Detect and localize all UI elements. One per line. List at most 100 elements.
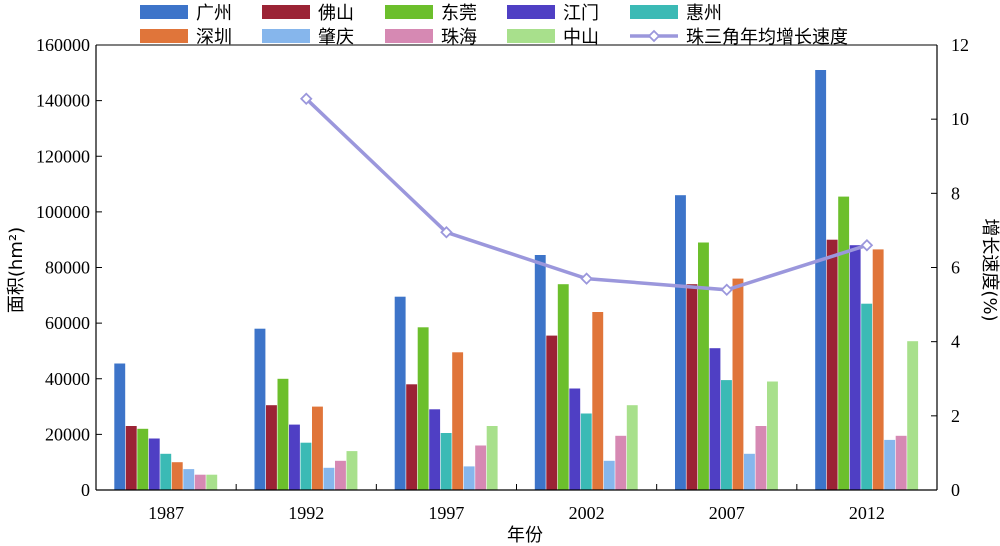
bar-惠州-1987: [160, 453, 172, 490]
bar-中山-1987: [206, 474, 218, 490]
legend-swatch-惠州: [630, 5, 678, 19]
legend-swatch-深圳: [140, 29, 188, 43]
bar-广州-2002: [534, 255, 546, 490]
bar-东莞-2002: [557, 284, 569, 490]
legend-swatch-中山: [507, 29, 555, 43]
bar-江门-2002: [569, 388, 581, 490]
y-tick-label: 20000: [45, 424, 90, 444]
bar-深圳-2007: [732, 278, 744, 490]
axes: [95, 44, 938, 491]
y2-axis-title: 增长速度(%): [979, 218, 1000, 321]
bar-江门-1992: [289, 424, 300, 490]
ticks: 0 20000 40000 60000 80000 100000 120000 140000 1…: [36, 35, 969, 523]
y-tick-label: 120000: [36, 146, 90, 166]
legend-label-惠州: 惠州: [686, 3, 722, 24]
y-tick-label: 100000: [36, 202, 90, 222]
bar-惠州-2012: [861, 303, 873, 490]
bar-东莞-2012: [838, 196, 850, 490]
bar-江门-1987: [148, 438, 160, 490]
bar-深圳-2002: [592, 312, 604, 490]
bar-肇庆-1992: [323, 467, 335, 491]
bar-佛山-2002: [546, 335, 558, 490]
y-tick-label: 40000: [45, 369, 90, 389]
y-tick-label: 80000: [45, 258, 90, 278]
bar-深圳-1987: [171, 462, 183, 490]
bar-中山-1992: [346, 451, 358, 490]
x-tick-label: 1987: [148, 503, 184, 523]
bar-东莞-1997: [417, 327, 429, 490]
growth-point-1992: [299, 92, 313, 106]
legend-label-佛山: 佛山: [318, 3, 354, 24]
bars: [114, 70, 919, 491]
bar-惠州-1992: [300, 442, 312, 490]
bar-中山-2002: [626, 405, 638, 490]
bar-佛山-1987: [125, 426, 137, 490]
bar-广州-1992: [254, 328, 266, 490]
bar-东莞-2007: [698, 242, 709, 490]
bar-珠海-2007: [755, 426, 767, 490]
bar-中山-1997: [486, 426, 498, 490]
y-tick-label: 140000: [36, 91, 90, 111]
x-tick-label: 1992: [288, 503, 324, 523]
x-tick-label: 2012: [849, 503, 885, 523]
bar-肇庆-2012: [884, 439, 896, 490]
y2-tick-label: 8: [951, 183, 960, 203]
legend-swatch-广州: [140, 5, 188, 19]
bar-中山-2012: [907, 341, 919, 490]
growth-line: [299, 92, 874, 297]
x-tick-label: 1997: [428, 503, 464, 523]
bar-肇庆-1987: [183, 469, 195, 490]
bar-东莞-1987: [137, 428, 149, 490]
bar-佛山-1992: [266, 405, 277, 490]
bar-珠海-1997: [475, 445, 487, 490]
legend-swatch-江门: [507, 5, 555, 19]
bar-珠海-1987: [194, 474, 206, 490]
bar-肇庆-1997: [463, 466, 475, 490]
bar-佛山-2007: [686, 284, 698, 490]
legend-label-深圳: 深圳: [196, 27, 232, 48]
legend-label-中山: 中山: [563, 27, 599, 48]
x-tick-label: 2002: [569, 503, 605, 523]
legend-label-广州: 广州: [196, 3, 232, 24]
bar-江门-1997: [429, 409, 441, 490]
bar-佛山-2012: [826, 239, 838, 490]
bar-珠海-1992: [335, 460, 346, 490]
bar-惠州-2007: [721, 380, 732, 490]
bar-东莞-1992: [277, 378, 289, 491]
bar-深圳-1992: [312, 406, 323, 490]
bar-深圳-2012: [872, 249, 884, 490]
legend-label-珠三角年均增长速度: 珠三角年均增长速度: [686, 27, 848, 48]
growth-point-2007: [720, 283, 734, 297]
bar-惠州-1997: [440, 433, 452, 490]
legend-label-江门: 江门: [563, 3, 599, 24]
bar-广州-2007: [675, 195, 686, 490]
legend-swatch-佛山: [262, 5, 310, 19]
bar-江门-2012: [849, 245, 861, 490]
x-axis-title: 年份: [507, 525, 543, 546]
bar-珠海-2002: [615, 435, 627, 490]
y2-tick-label: 2: [951, 406, 960, 426]
growth-line-path: [305, 97, 868, 292]
bar-珠海-2012: [895, 435, 907, 490]
legend-label-东莞: 东莞: [441, 3, 477, 24]
bar-深圳-1997: [452, 352, 464, 490]
bar-广州-1987: [114, 363, 126, 490]
legend-swatch-东莞: [385, 5, 433, 19]
legend-swatch-肇庆: [262, 29, 310, 43]
legend-label-珠海: 珠海: [441, 27, 477, 48]
y2-tick-label: 12: [951, 35, 969, 55]
bar-佛山-1997: [406, 384, 418, 490]
legend-label-肇庆: 肇庆: [318, 27, 354, 48]
bar-中山-2007: [767, 381, 778, 490]
x-tick-label: 2007: [709, 503, 745, 523]
y-tick-label: 60000: [45, 313, 90, 333]
y2-tick-label: 0: [951, 480, 960, 500]
bar-肇庆-2002: [603, 460, 615, 490]
growth-point-2002: [580, 272, 593, 285]
bar-江门-2007: [709, 348, 721, 490]
growth-point-2012: [860, 238, 874, 252]
bar-惠州-2002: [580, 413, 592, 490]
y-tick-label: 0: [81, 480, 90, 500]
legend-swatch-珠海: [385, 29, 433, 43]
